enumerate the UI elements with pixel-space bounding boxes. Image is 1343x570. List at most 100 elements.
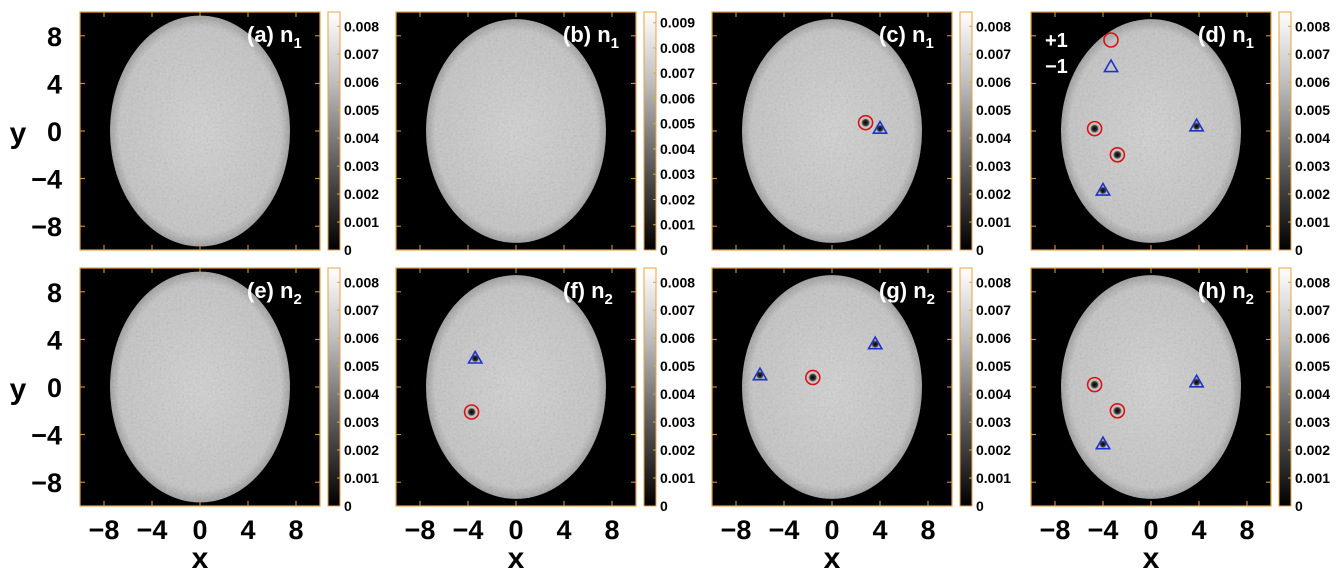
density-noise [742, 19, 922, 243]
panel-label: (f) n2 [563, 278, 613, 308]
colorbar-tick-label: 0.002 [344, 442, 379, 458]
x-tick-label: 4 [872, 515, 887, 545]
colorbar-tick-label: 0.002 [976, 186, 1011, 202]
antivortex-marker [867, 335, 884, 350]
y-tick-label: 8 [47, 278, 62, 308]
panel-b: (b) n1 0.009 0.008 0.007 0.006 0.005 0.004 0.00… [395, 11, 695, 258]
colorbar-tick-label: 0.008 [976, 274, 1011, 290]
x-tick-label: −4 [1088, 515, 1119, 545]
panel-e: (e) n2 0.008 0.007 0.006 0.005 0.004 0.003 0.00… [10, 267, 379, 570]
colorbar-tick-label: 0 [1295, 242, 1303, 258]
x-tick-label: −8 [89, 515, 120, 545]
x-tick-label: 8 [288, 515, 303, 545]
colorbar-tick-label: 0.005 [976, 102, 1011, 118]
colorbar-tick-label: 0.002 [344, 186, 379, 202]
antivortex-marker [1094, 181, 1112, 196]
panel-a: (a) n1 0.008 0.007 0.006 0.005 0.004 0.003 0.00… [10, 11, 379, 258]
panel-label-subscript: 1 [293, 35, 301, 52]
vortex-core [1089, 123, 1100, 134]
colorbar-tick-label: 0.004 [976, 386, 1011, 402]
x-tick-label: 4 [1191, 515, 1206, 545]
colorbar-tick-label: 0.003 [1295, 158, 1330, 174]
colorbar-tick-label: 0.005 [344, 358, 379, 374]
x-tick-label: −8 [1040, 515, 1071, 545]
x-tick-label: −4 [137, 515, 168, 545]
panel-label: (e) n2 [247, 278, 302, 308]
x-tick-label: 4 [556, 515, 571, 545]
antivortex-marker [1188, 373, 1205, 388]
colorbar-tick-label: 0.004 [344, 386, 379, 402]
colorbar-tick-label: 0.007 [660, 302, 695, 318]
colorbar-tick-label: 0.006 [344, 74, 379, 90]
colorbar-tick-label: 0 [344, 498, 352, 514]
y-tick-label: 0 [47, 117, 62, 147]
legend-circle-icon [1103, 32, 1119, 48]
colorbar-tick-label: 0.001 [1295, 470, 1330, 486]
vortex-marker [1086, 120, 1103, 137]
y-tick-label: 4 [47, 69, 62, 99]
colorbar-tick-label: 0.007 [344, 302, 379, 318]
antivortex-marker [467, 349, 484, 364]
panel-label-subscript: 2 [927, 291, 935, 308]
colorbar-tick-label: 0 [660, 498, 668, 514]
colorbar-tick-label: 0.007 [976, 46, 1011, 62]
panel-label-text: (c) n [879, 22, 925, 47]
vortex-marker [1086, 376, 1103, 393]
colorbar-tick-label: 0.008 [660, 40, 695, 56]
colorbar-tick-label: 0.001 [976, 470, 1011, 486]
colorbar-tick-label: 0.006 [660, 90, 695, 106]
density-noise [426, 19, 606, 243]
panel-g: (g) n2 0.008 0.007 0.006 0.005 0.004 0.003 0.00… [711, 267, 1011, 570]
x-tick-label: 0 [1143, 515, 1158, 545]
colorbar-tick-label: 0 [976, 242, 984, 258]
y-tick-label: 8 [47, 22, 62, 52]
colorbar-tick-label: 0.006 [976, 74, 1011, 90]
y-tick-label: −8 [31, 468, 62, 498]
colorbar-tick-label: 0.004 [660, 141, 695, 157]
legend: +1−1 [1045, 30, 1120, 78]
vortex-core [860, 117, 871, 128]
vortex-core [1112, 405, 1123, 416]
colorbar-tick-label: 0 [976, 498, 984, 514]
density-noise [110, 271, 290, 503]
colorbar-tick-label: 0.004 [976, 130, 1011, 146]
panel-label-text: (g) n [879, 278, 927, 303]
colorbar-tick-label: 0.005 [1295, 358, 1330, 374]
colorbar-tick-label: 0.002 [976, 442, 1011, 458]
panel-label-text: (e) n [247, 278, 293, 303]
vortex-core [807, 372, 818, 383]
colorbar-tick-label: 0.002 [1295, 442, 1330, 458]
panel-label: (g) n2 [879, 278, 935, 308]
vortex-marker [1109, 402, 1126, 419]
colorbar [643, 267, 657, 507]
colorbar-tick-label: 0.002 [660, 191, 695, 207]
panel-label-text: (b) n [563, 22, 611, 47]
colorbar-tick-label: 0.008 [344, 274, 379, 290]
antivortex-marker [1188, 117, 1205, 132]
colorbar-tick-label: 0.003 [344, 158, 379, 174]
colorbar-tick-label: 0.005 [1295, 102, 1330, 118]
panel-label: (a) n1 [247, 22, 302, 52]
colorbar [1278, 11, 1292, 251]
colorbar-tick-label: 0.009 [660, 15, 695, 31]
x-tick-label: 8 [604, 515, 619, 545]
colorbar-tick-label: 0 [1295, 498, 1303, 514]
x-tick-label: 4 [240, 515, 255, 545]
colorbar-tick-label: 0.001 [976, 214, 1011, 230]
colorbar-tick-label: 0.008 [1295, 18, 1330, 34]
y-tick-label: −4 [31, 165, 62, 195]
colorbar [1278, 267, 1292, 507]
panel-label: (d) n1 [1198, 22, 1254, 52]
colorbar-tick-label: 0.007 [1295, 302, 1330, 318]
colorbar-tick-label: 0.004 [1295, 386, 1330, 402]
vortex-marker [857, 114, 874, 131]
x-tick-label: −8 [721, 515, 752, 545]
colorbar-tick-label: 0.003 [660, 414, 695, 430]
vortex-core [1112, 149, 1123, 160]
vortex-marker [1109, 147, 1126, 163]
colorbar-tick-label: 0.001 [344, 214, 379, 230]
y-tick-label: −8 [31, 212, 62, 242]
colorbar-tick-label: 0.005 [660, 358, 695, 374]
colorbar-tick-label: 0.004 [1295, 130, 1330, 146]
colorbar-tick-label: 0.008 [660, 274, 695, 290]
